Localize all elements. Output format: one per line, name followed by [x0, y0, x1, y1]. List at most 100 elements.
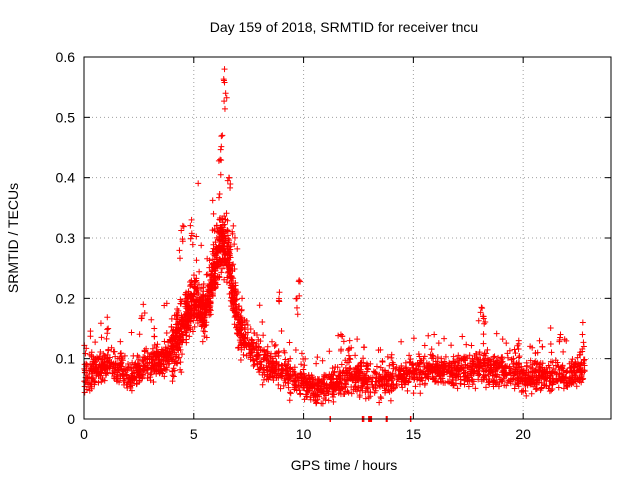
data-point — [566, 380, 573, 387]
data-point — [137, 371, 144, 378]
data-point — [569, 356, 576, 363]
data-point — [318, 400, 325, 407]
data-point-peak — [218, 143, 225, 150]
data-point — [121, 375, 128, 382]
data-point — [428, 346, 435, 353]
data-point — [196, 268, 203, 275]
data-point — [371, 369, 378, 376]
data-point — [149, 362, 156, 369]
data-point — [349, 376, 356, 383]
data-point — [92, 366, 99, 373]
data-point — [430, 355, 437, 362]
data-point — [406, 352, 413, 359]
data-point-peak — [580, 339, 587, 346]
data-point — [178, 317, 185, 324]
data-point — [406, 358, 413, 365]
data-point-peak — [217, 171, 224, 178]
data-point — [191, 283, 198, 290]
data-point-peak — [346, 337, 353, 344]
data-point — [193, 257, 200, 264]
data-point — [141, 347, 148, 354]
data-point — [255, 343, 262, 350]
data-point-peak — [230, 222, 237, 229]
data-point — [190, 272, 197, 279]
data-point — [204, 302, 211, 309]
data-point — [254, 351, 261, 358]
data-point — [485, 357, 492, 364]
data-point — [418, 357, 425, 364]
data-point-peak — [223, 94, 230, 101]
data-point — [532, 350, 539, 357]
data-point — [106, 354, 113, 361]
data-point — [287, 355, 294, 362]
data-point — [186, 333, 193, 340]
data-point — [234, 245, 241, 252]
data-point — [222, 259, 229, 266]
data-point — [280, 347, 287, 354]
data-point — [174, 316, 181, 323]
data-point-peak — [219, 132, 226, 139]
data-point-peak — [138, 315, 145, 322]
data-point — [173, 329, 180, 336]
data-point — [544, 373, 551, 380]
data-point — [437, 365, 444, 372]
data-point — [511, 385, 518, 392]
data-points — [81, 66, 588, 422]
data-point — [509, 360, 516, 367]
data-point — [352, 383, 359, 390]
data-point — [147, 366, 154, 373]
data-point — [237, 314, 244, 321]
data-point — [561, 374, 568, 381]
data-point — [213, 250, 220, 257]
data-point — [128, 387, 135, 394]
data-point — [177, 359, 184, 366]
data-point — [357, 387, 364, 394]
data-point — [352, 352, 359, 359]
data-point — [119, 357, 126, 364]
data-point-peak — [480, 315, 487, 322]
data-point — [576, 375, 583, 382]
data-point — [330, 388, 337, 395]
data-point — [314, 354, 321, 361]
data-point — [222, 258, 229, 265]
data-point — [123, 372, 130, 379]
data-point — [231, 241, 238, 248]
data-point — [148, 356, 155, 363]
data-point — [508, 356, 515, 363]
data-point — [127, 380, 134, 387]
data-point — [212, 239, 219, 246]
data-point — [314, 376, 321, 383]
data-point — [416, 353, 423, 360]
data-point-peak — [348, 344, 355, 351]
data-point — [246, 346, 253, 353]
data-point — [128, 329, 135, 336]
data-point — [359, 375, 366, 382]
data-point — [216, 194, 223, 201]
data-point — [357, 360, 364, 367]
data-point — [254, 352, 261, 359]
data-point-peak — [188, 230, 195, 237]
data-point — [461, 353, 468, 360]
data-point — [450, 376, 457, 383]
data-point — [365, 389, 372, 396]
data-point — [248, 336, 255, 343]
data-point — [578, 359, 585, 366]
data-point — [470, 369, 477, 376]
data-point — [569, 374, 576, 381]
data-point — [164, 356, 171, 363]
data-point — [97, 355, 104, 362]
data-point — [196, 281, 203, 288]
data-point-peak — [141, 310, 148, 317]
data-point — [154, 348, 161, 355]
data-point — [125, 361, 132, 368]
data-point — [310, 393, 317, 400]
data-point — [479, 365, 486, 372]
data-point — [237, 357, 244, 363]
data-point — [140, 363, 147, 370]
data-point — [154, 341, 161, 348]
data-point — [117, 338, 124, 345]
chart-title: Day 159 of 2018, SRMTID for receiver tnc… — [210, 19, 478, 35]
data-point — [180, 316, 187, 323]
